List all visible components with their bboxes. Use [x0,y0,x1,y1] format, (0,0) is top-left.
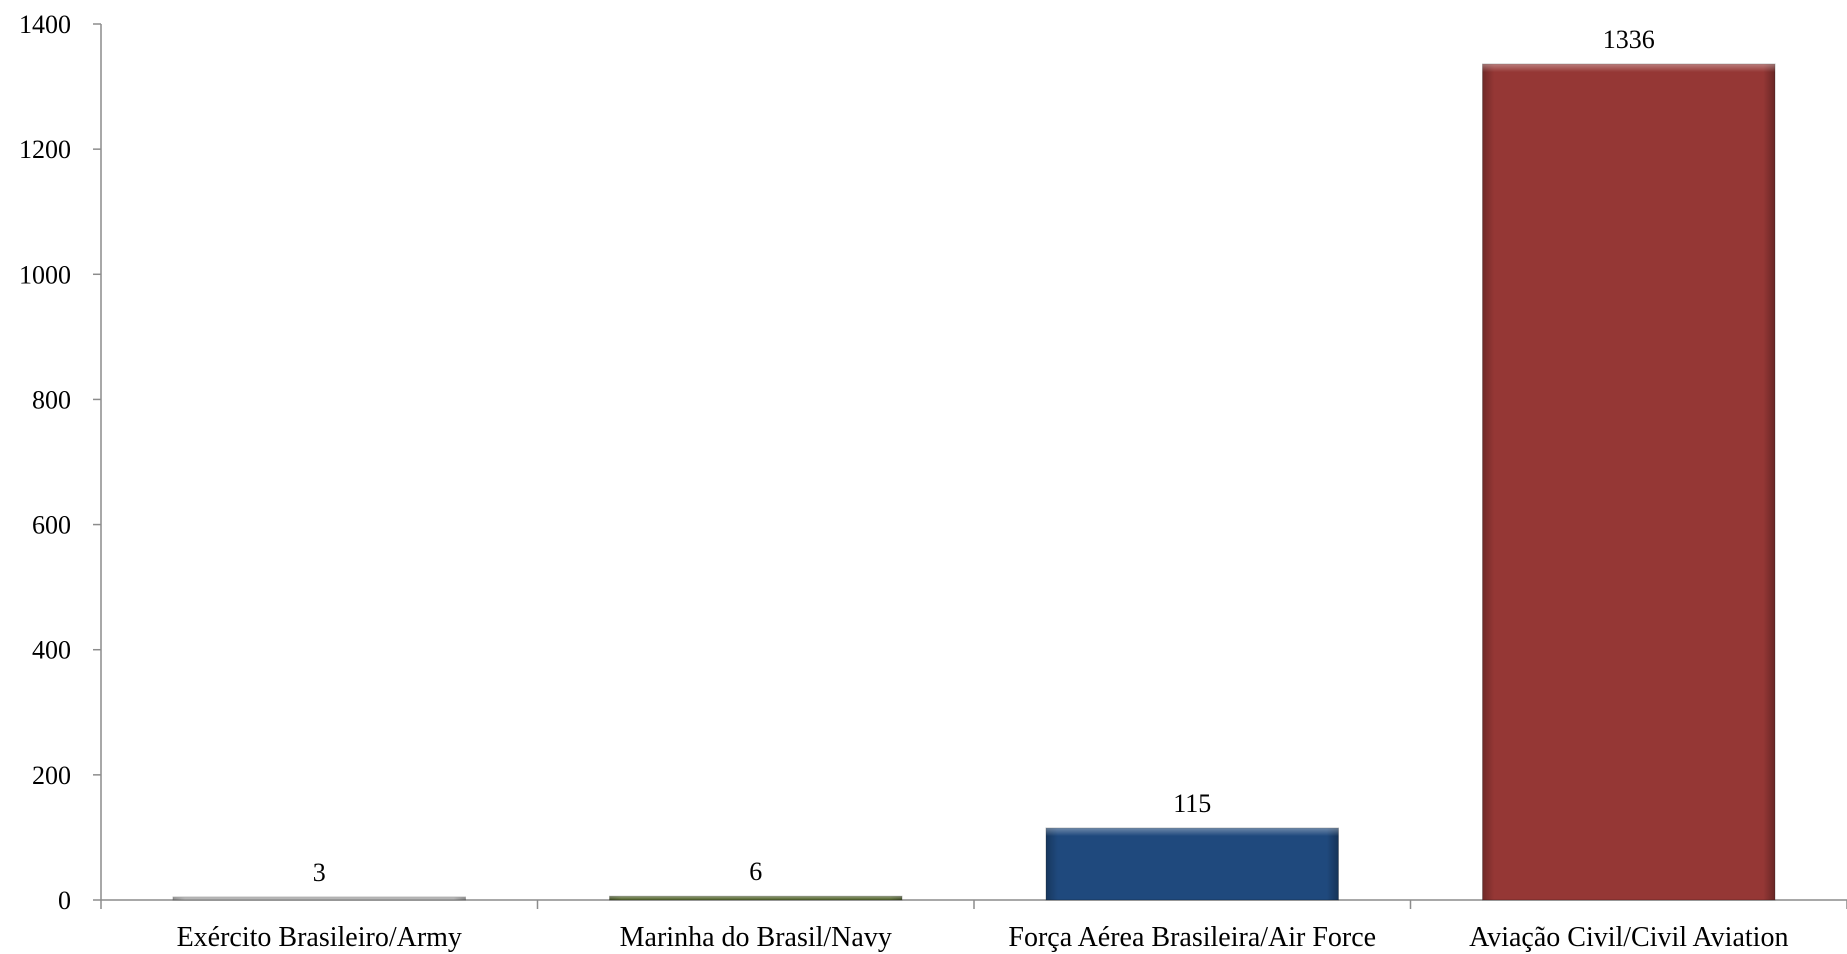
data-label: 1336 [1603,25,1655,54]
y-tick-label: 600 [32,511,71,540]
y-tick-label: 400 [32,636,71,665]
bar [1045,827,1339,901]
bar-bevel [1482,64,1775,900]
bar [172,896,466,901]
data-label: 3 [313,858,326,887]
y-tick-label: 1400 [19,10,71,39]
bar [609,895,903,901]
bar-bevel [1046,828,1339,900]
x-category-label: Marinha do Brasil/Navy [620,922,892,953]
chart-labels: 0 200 400 600 800 1000 1200 1400 3 Exército Brasi… [19,10,1788,953]
data-label: 115 [1173,789,1211,818]
x-category-label: Exército Brasileiro/Army [177,922,462,953]
chart-bars [172,63,1776,901]
y-tick-label: 0 [58,886,71,915]
bar-shine [609,896,902,900]
x-category-label: Aviação Civil/Civil Aviation [1469,922,1788,953]
y-tick-label: 1000 [19,260,71,289]
bar-shine [1046,828,1339,837]
y-tick-label: 800 [32,385,71,414]
y-tick-label: 1200 [19,135,71,164]
bar [1482,63,1776,901]
y-tick-label: 200 [32,761,71,790]
data-label: 6 [749,857,762,886]
bar-shine [1482,64,1775,73]
x-category-label: Força Aérea Brasileira/Air Force [1008,922,1376,953]
bar-shine [173,897,466,900]
